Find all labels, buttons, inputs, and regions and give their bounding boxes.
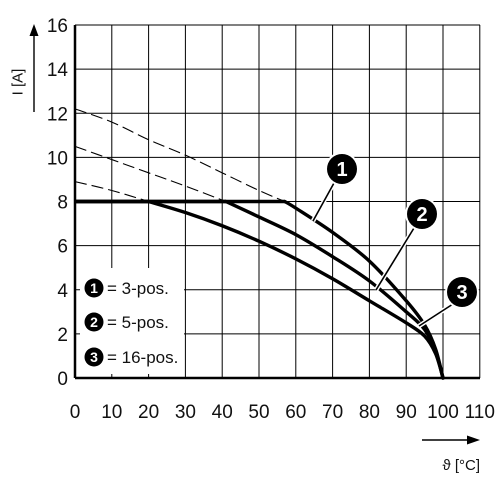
y-tick-label: 10: [47, 148, 68, 169]
x-tick-label: 50: [248, 402, 269, 423]
x-axis-label: ϑ [°C]: [442, 457, 480, 474]
y-tick-label: 4: [57, 281, 68, 302]
x-tick-label: 60: [285, 402, 306, 423]
legend-badge-2: [84, 312, 104, 332]
callout-number: 1: [336, 159, 347, 181]
callout-leader: [312, 182, 335, 222]
series-3-line: [146, 199, 445, 380]
x-tick-label: 100: [427, 402, 459, 423]
y-tick-label: 12: [47, 104, 68, 125]
x-tick-label: 30: [175, 402, 196, 423]
y-tick-label: 14: [47, 60, 69, 81]
x-tick-label: 90: [396, 402, 417, 423]
series-3-extrapolation: [74, 181, 149, 203]
callout-layer: 1 2 3: [311, 152, 479, 328]
x-axis-arrow-head: [467, 435, 480, 445]
x-tick-label: 80: [359, 402, 380, 423]
x-axis-label-group: ϑ [°C]: [422, 435, 480, 474]
x-tick-label: 110: [465, 402, 495, 423]
legend-badge-3: [84, 347, 104, 367]
callout-leader: [418, 303, 454, 327]
y-axis-label: I [A]: [10, 69, 27, 96]
x-tick-label: 20: [138, 402, 159, 423]
legend-badge-number: 1: [90, 280, 98, 296]
callout-number: 3: [456, 282, 467, 304]
y-tick-label: 16: [47, 16, 68, 37]
series-1-extrapolation: [74, 108, 285, 203]
y-axis-label-group: I [A]: [10, 24, 39, 112]
callout-number: 2: [416, 204, 427, 226]
x-tick-label: 70: [322, 402, 343, 423]
callout-badge-2: [407, 199, 437, 229]
legend-entry-label: = 5-pos.: [107, 313, 169, 332]
legend-entry-label: = 3-pos.: [107, 279, 169, 298]
legend-badge-number: 2: [90, 314, 98, 330]
x-tick-label: 0: [70, 402, 81, 423]
callout-badge-1: [327, 154, 357, 184]
y-tick-label: 8: [57, 193, 68, 214]
y-axis-arrow-head: [29, 24, 39, 36]
legend: 1 = 3-pos. 2 = 5-pos. 3 = 16-pos.: [80, 268, 184, 374]
x-tick-label: 40: [212, 402, 233, 423]
callout-leader: [375, 227, 415, 291]
y-tick-label: 6: [57, 237, 68, 258]
y-tick-label: 0: [57, 369, 68, 390]
legend-badge-1: [84, 278, 104, 298]
series-layer: [74, 108, 445, 380]
y-tick-label: 2: [57, 325, 68, 346]
series-2-extrapolation: [74, 145, 227, 203]
callout-badge-3: [447, 277, 477, 307]
legend-badge-number: 3: [90, 349, 98, 365]
x-tick-label: 10: [101, 402, 122, 423]
legend-entry-label: = 16-pos.: [107, 348, 178, 367]
